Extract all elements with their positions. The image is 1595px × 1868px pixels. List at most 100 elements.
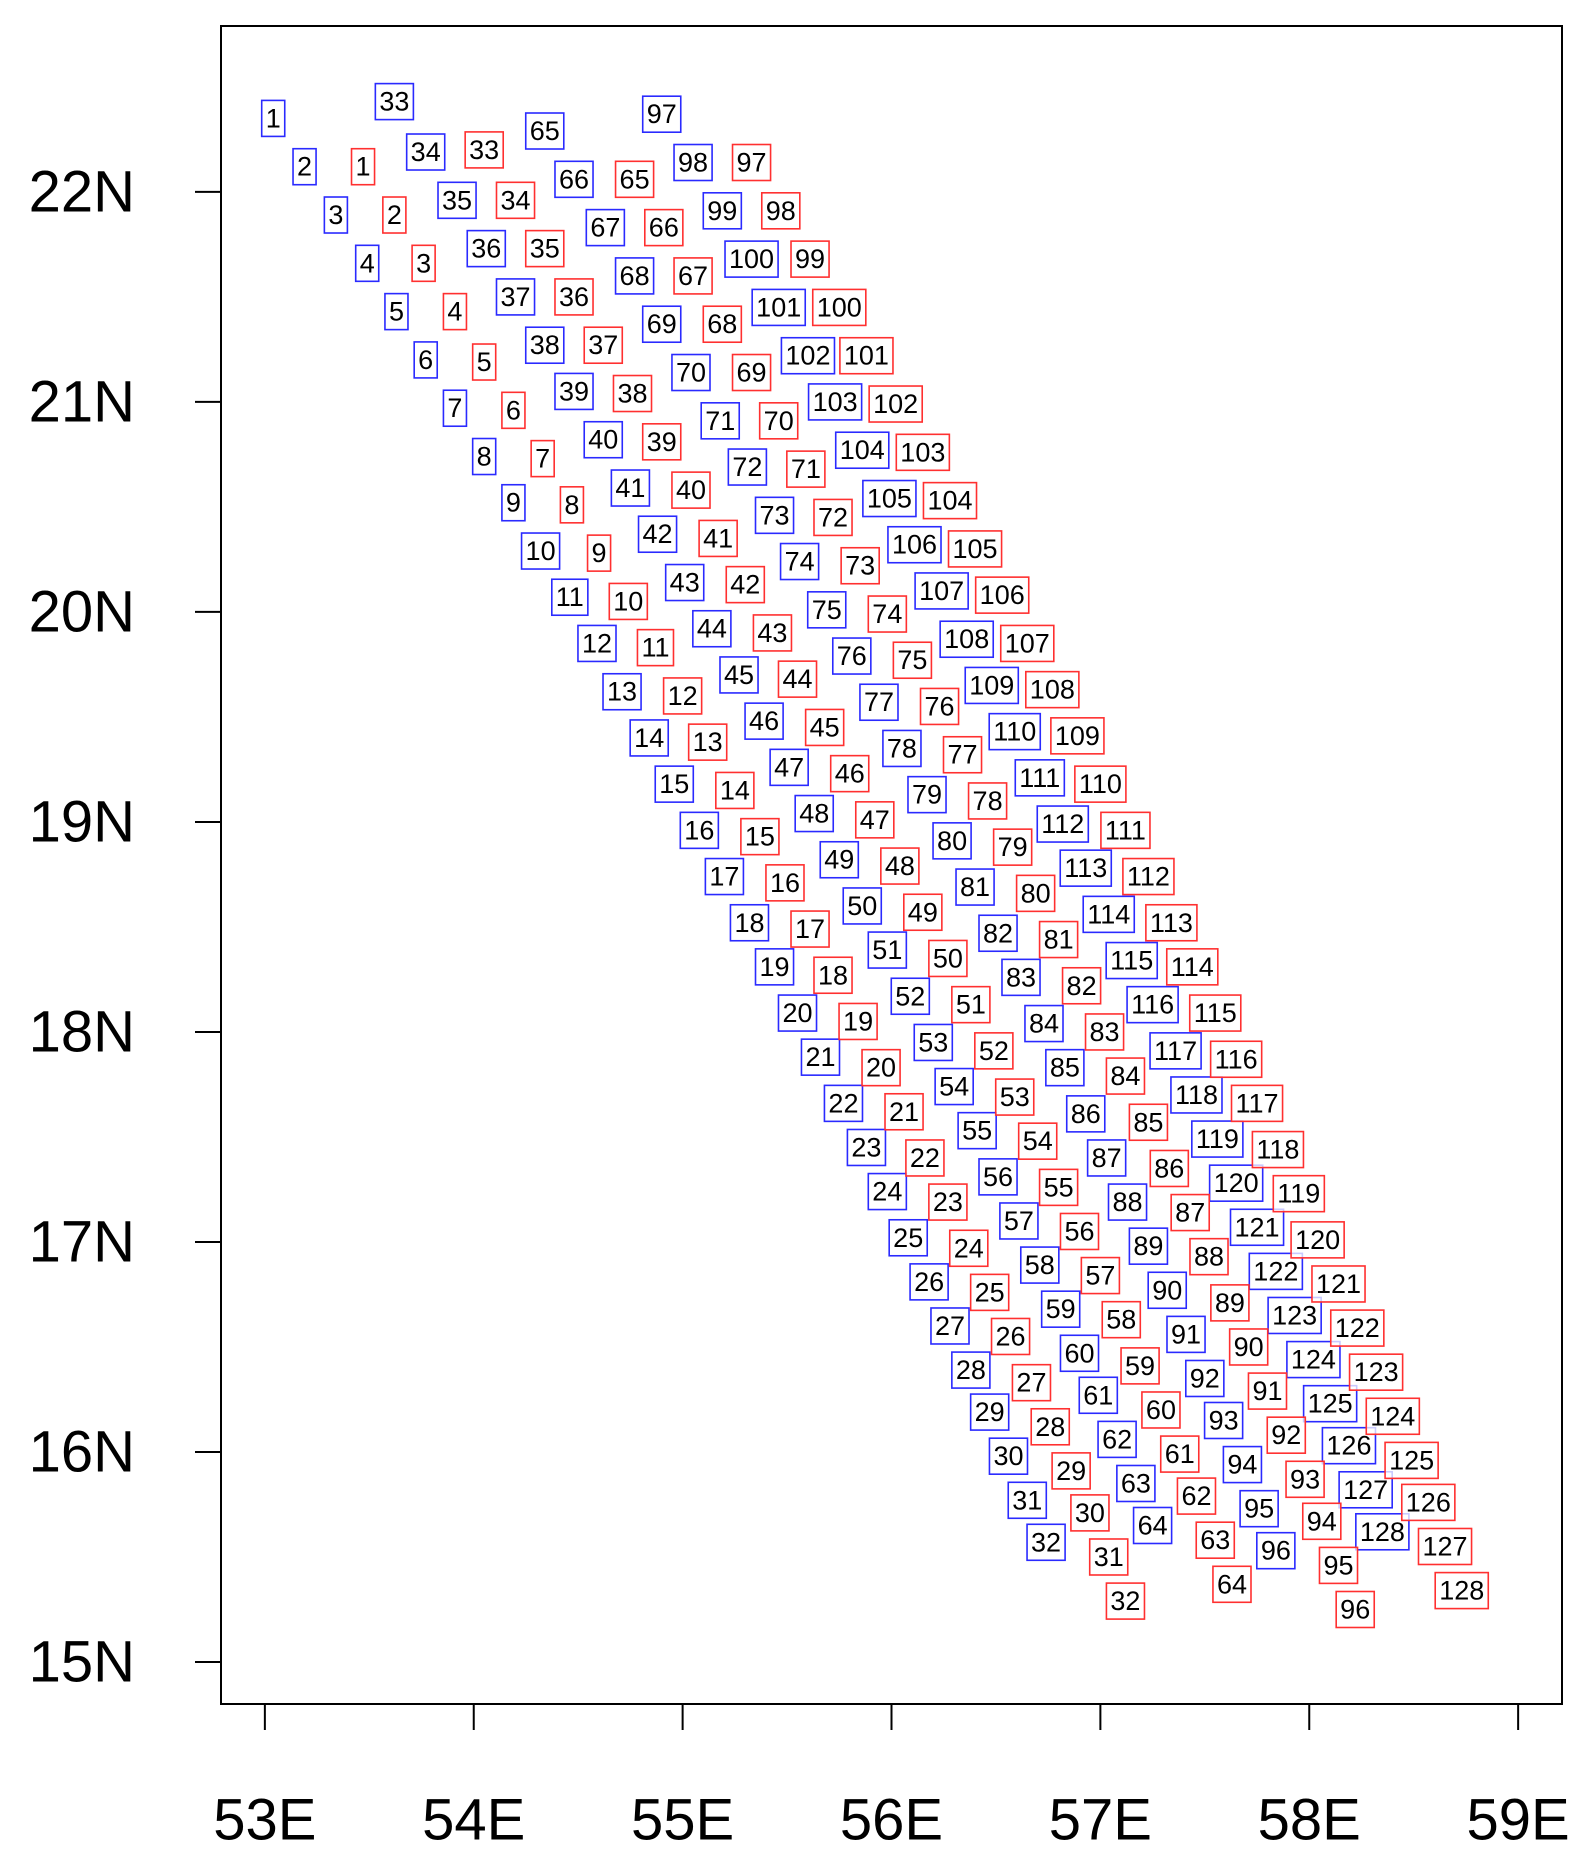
point-box (978, 914, 1018, 953)
point-label: 73 (760, 500, 790, 530)
point-label: 77 (947, 740, 977, 770)
point-box (786, 450, 826, 488)
point-label: 27 (1016, 1368, 1046, 1398)
point-label: 60 (1064, 1338, 1094, 1368)
point-label: 3 (416, 248, 431, 278)
point-label: 72 (732, 452, 762, 482)
point-label: 113 (1064, 853, 1107, 883)
point-label: 44 (697, 614, 727, 644)
point-box (1301, 1502, 1342, 1541)
point-box (948, 1229, 989, 1268)
point-box (1166, 1315, 1206, 1354)
point-box (612, 374, 653, 413)
point-box (779, 542, 820, 581)
point-label: 37 (500, 282, 530, 312)
point-box (1239, 1489, 1279, 1528)
point-box (673, 257, 713, 295)
point-label: 13 (607, 677, 637, 707)
point-label: 68 (707, 309, 737, 339)
point-label: 46 (749, 706, 779, 736)
point-label: 77 (864, 687, 894, 717)
point-label: 16 (770, 868, 800, 898)
point-box (1208, 1164, 1264, 1202)
point-label: 95 (1244, 1494, 1274, 1524)
point-label: 109 (1055, 721, 1100, 751)
point-label: 41 (703, 523, 733, 553)
point-label: 110 (1079, 769, 1122, 799)
point-label: 93 (1209, 1405, 1239, 1435)
point-box (867, 1172, 908, 1211)
point-box (551, 578, 589, 617)
point-label: 46 (835, 759, 865, 789)
point-box (559, 486, 585, 524)
point-box (978, 1158, 1018, 1196)
point-label: 43 (757, 618, 787, 648)
point-box (1170, 1076, 1223, 1114)
point-label: 63 (1121, 1468, 1151, 1498)
point-label: 85 (1050, 1053, 1080, 1083)
point-box (1272, 1174, 1326, 1213)
point-label: 35 (530, 234, 560, 264)
point-label: 87 (1092, 1143, 1122, 1173)
point-box (724, 240, 779, 278)
point-label: 37 (588, 330, 618, 360)
point-label: 45 (810, 712, 840, 742)
point-label: 36 (559, 282, 589, 312)
point-box (806, 591, 847, 629)
point-box (777, 994, 818, 1032)
point-box (554, 160, 594, 199)
point-label: 116 (1215, 1044, 1258, 1074)
point-box (800, 1038, 841, 1076)
point-label: 70 (764, 406, 794, 436)
point-box (641, 423, 682, 461)
point-box (1126, 985, 1179, 1024)
point-box (614, 257, 655, 295)
point-box (1251, 1130, 1305, 1169)
point-label: 85 (1133, 1107, 1163, 1137)
point-label: 6 (418, 345, 433, 375)
point-label: 105 (867, 484, 912, 514)
point-box (895, 433, 951, 472)
point-box (1105, 1582, 1146, 1620)
point-label: 88 (1113, 1187, 1143, 1217)
point-label: 125 (1308, 1389, 1353, 1419)
point-box (1189, 1237, 1229, 1276)
point-label: 97 (737, 148, 767, 178)
point-label: 113 (1150, 908, 1193, 938)
point-box (641, 305, 682, 344)
point-label: 72 (818, 502, 848, 532)
point-box (727, 448, 768, 486)
point-box (654, 765, 695, 803)
point-box (1286, 1340, 1341, 1379)
point-box (437, 181, 477, 220)
point-label: 23 (933, 1187, 963, 1217)
point-label: 20 (782, 998, 812, 1028)
point-label: 2 (297, 152, 312, 182)
point-label: 66 (649, 213, 679, 243)
point-label: 22 (828, 1088, 858, 1118)
point-label: 103 (900, 437, 945, 467)
point-box (992, 828, 1033, 866)
point-label: 116 (1131, 990, 1174, 1020)
point-label: 89 (1133, 1231, 1163, 1261)
point-box (859, 683, 899, 722)
point-box (988, 1437, 1029, 1475)
point-box (629, 719, 670, 757)
point-box (823, 1084, 864, 1123)
point-label: 84 (1029, 1009, 1059, 1039)
point-box (583, 420, 624, 459)
point-label: 43 (670, 568, 700, 598)
point-label: 6 (506, 395, 521, 425)
point-label: 42 (730, 570, 760, 600)
point-box (495, 278, 536, 316)
point-box (1338, 1470, 1393, 1509)
point-label: 34 (500, 185, 530, 215)
point-box (862, 479, 917, 518)
point-label: 49 (824, 845, 854, 875)
point-box (914, 572, 969, 610)
point-box (990, 1317, 1031, 1356)
point-label: 13 (693, 727, 723, 757)
point-label: 21 (805, 1042, 835, 1072)
point-box (374, 82, 415, 121)
point-box (928, 1183, 968, 1221)
